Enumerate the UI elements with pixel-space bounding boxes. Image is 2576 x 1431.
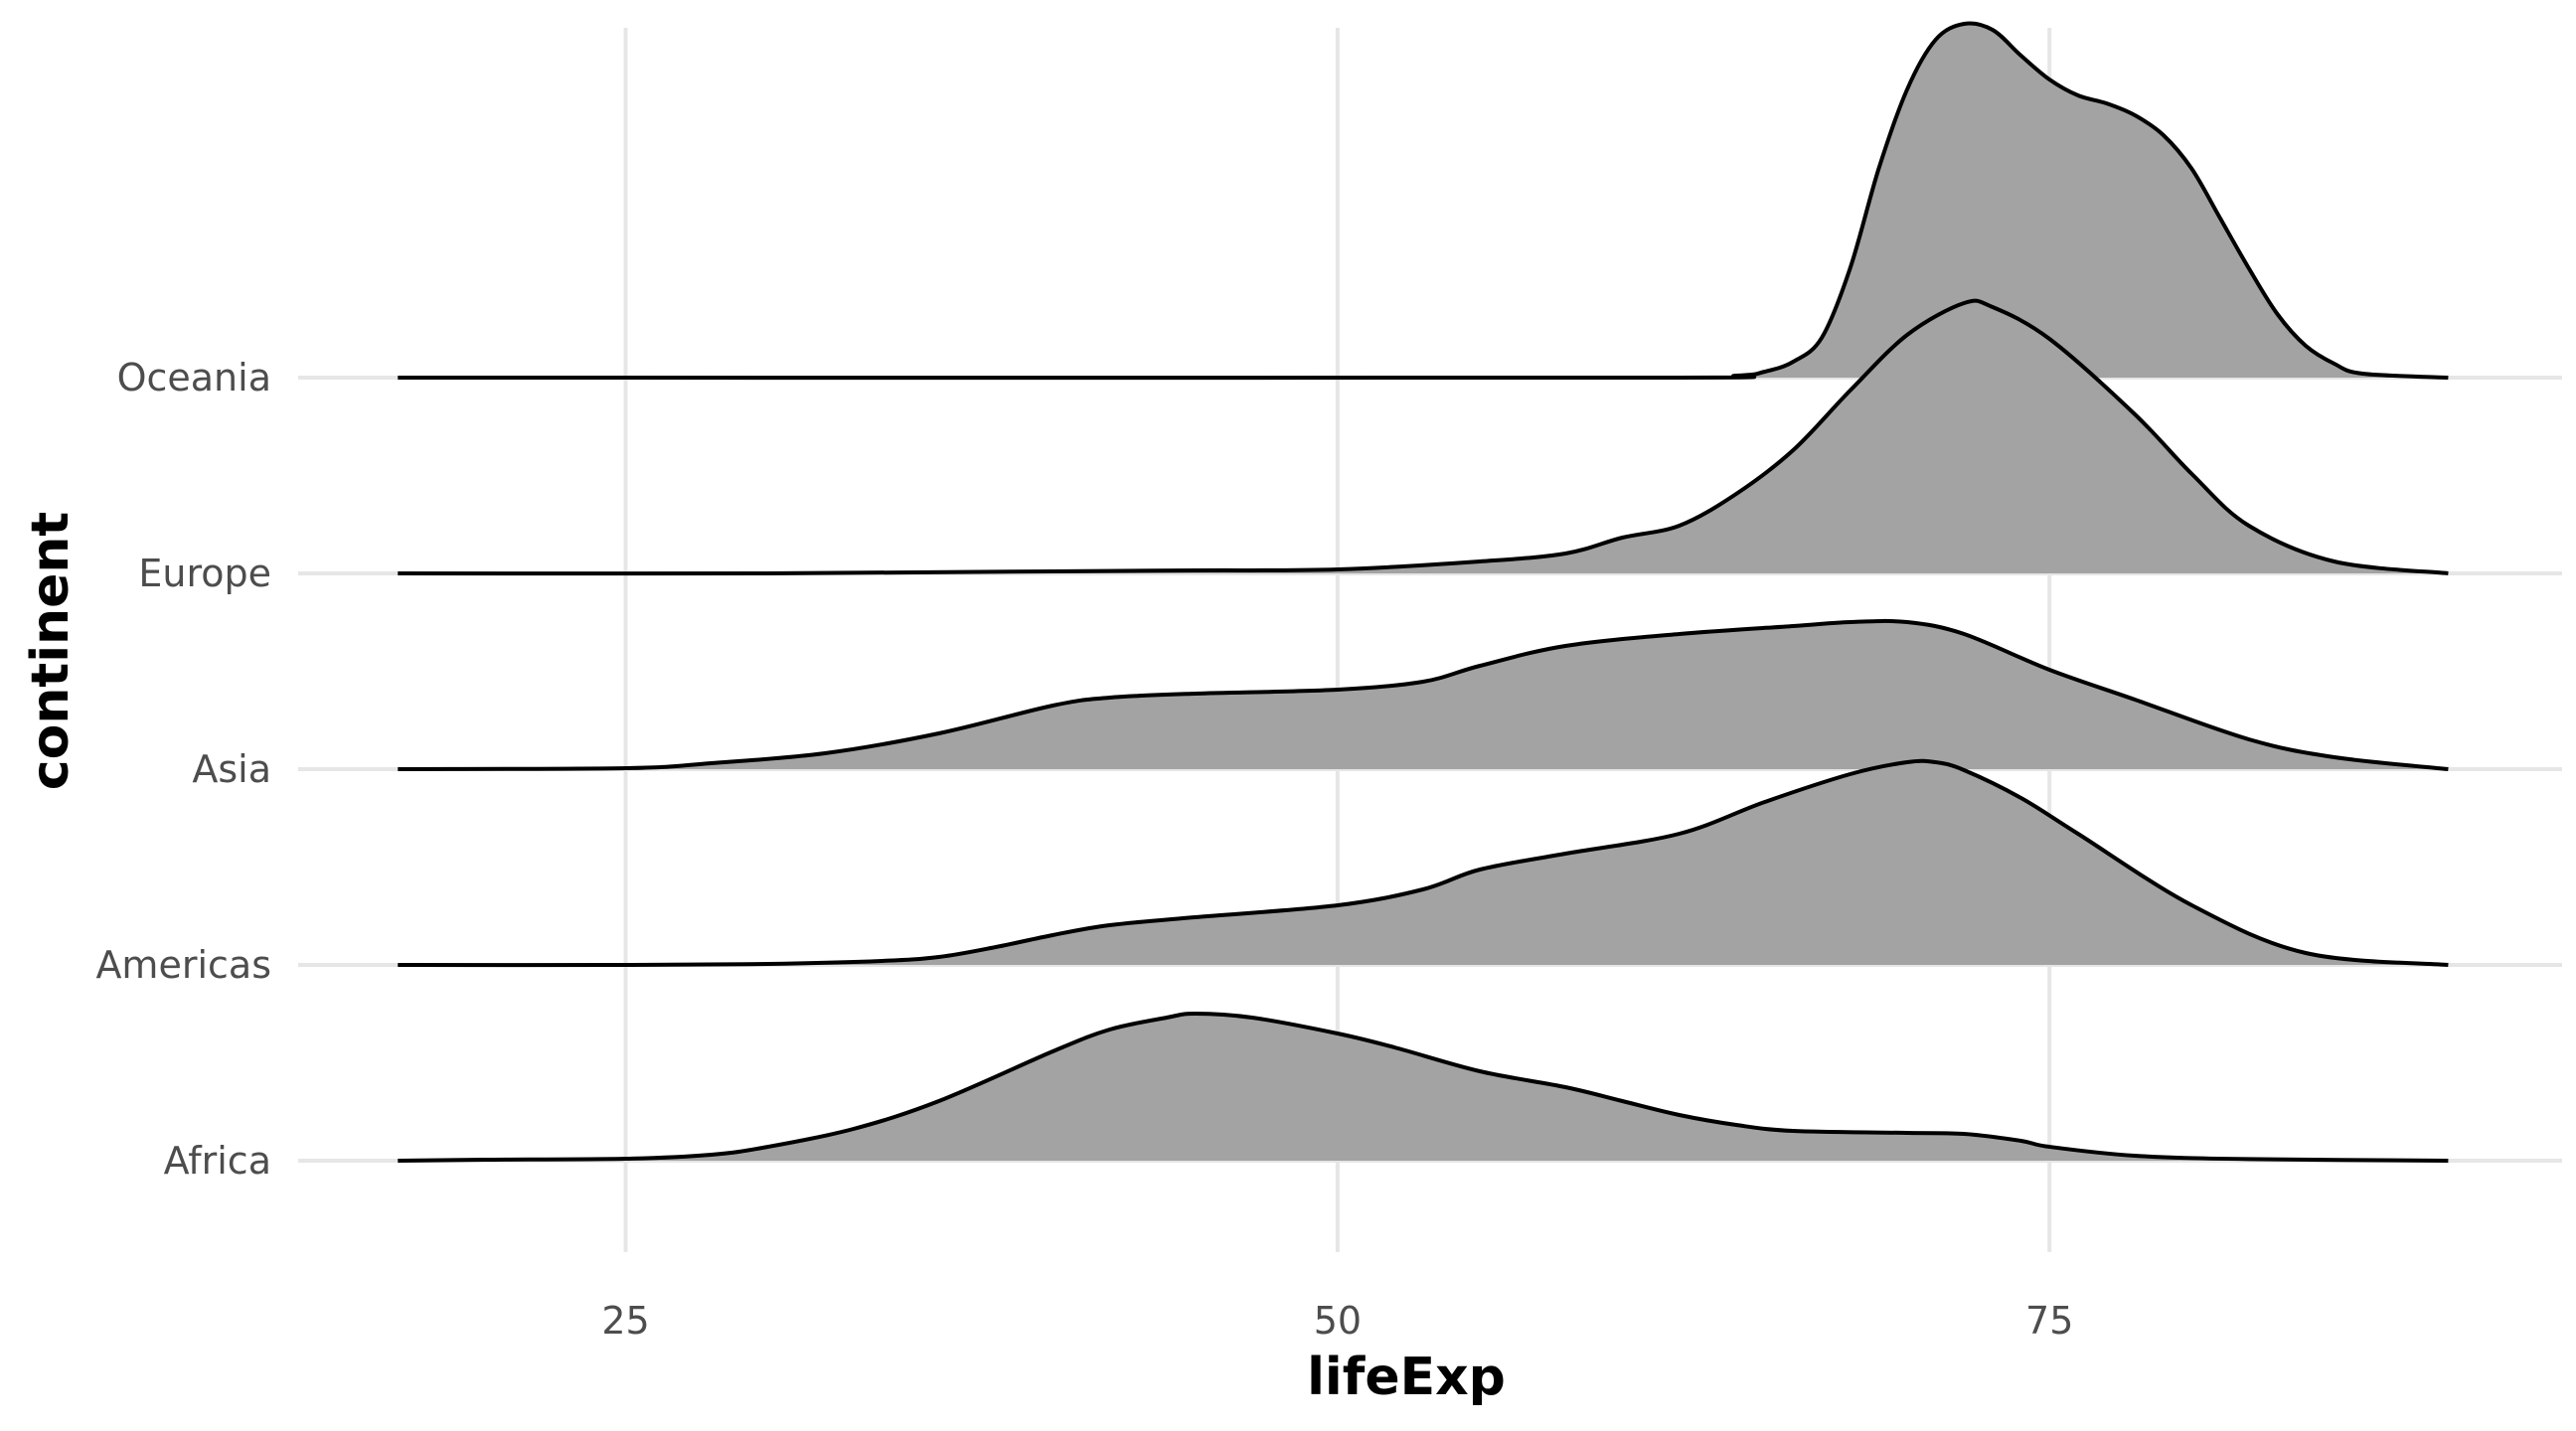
y-tick-label: Americas xyxy=(95,943,271,987)
ridge-europe xyxy=(398,298,2449,576)
ridge-line-americas xyxy=(398,758,2449,968)
y-tick-label: Europe xyxy=(138,552,271,595)
ridge-area-asia xyxy=(398,620,2449,769)
x-tick-label: 75 xyxy=(2025,1299,2073,1343)
y-tick-label: Asia xyxy=(192,747,271,791)
x-axis-title: lifeExp xyxy=(1307,1348,1506,1407)
ridge-line-europe xyxy=(398,298,2449,576)
ridge-area-americas xyxy=(398,760,2449,966)
ridge-americas xyxy=(398,758,2449,968)
ridge-area-europe xyxy=(398,300,2449,574)
ridge-asia xyxy=(398,618,2449,771)
y-axis-title: continent xyxy=(21,512,80,790)
y-tick-labels: Africa Americas Asia Europe Oceania xyxy=(95,356,271,1183)
x-tick-label: 25 xyxy=(601,1299,649,1343)
x-tick-label: 50 xyxy=(1314,1299,1362,1343)
ridges xyxy=(398,21,2449,1163)
ridge-oceania xyxy=(398,21,2449,381)
ridge-africa xyxy=(398,1012,2449,1163)
ridge-line-africa xyxy=(398,1012,2449,1163)
ridge-area-oceania xyxy=(398,23,2449,379)
ridge-line-oceania xyxy=(398,21,2449,381)
ridge-line-asia xyxy=(398,618,2449,771)
ridge-area-africa xyxy=(398,1014,2449,1161)
x-tick-labels: 25 50 75 xyxy=(601,1299,2073,1343)
y-tick-label: Africa xyxy=(164,1139,271,1183)
y-tick-label: Oceania xyxy=(117,356,271,399)
